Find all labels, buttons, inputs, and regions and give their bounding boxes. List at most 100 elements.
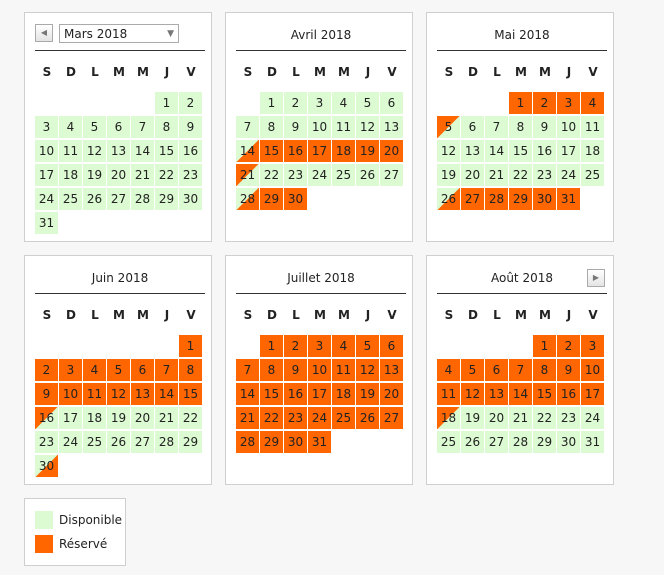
day-booked[interactable]: 13 bbox=[485, 383, 508, 405]
day-booked[interactable]: 4 bbox=[83, 359, 106, 381]
day-available[interactable]: 27 bbox=[380, 164, 403, 186]
day-available[interactable]: 12 bbox=[83, 140, 106, 162]
day-available[interactable]: 17 bbox=[59, 407, 82, 429]
day-available[interactable]: 2 bbox=[284, 92, 307, 114]
day-available[interactable]: 26 bbox=[83, 188, 106, 210]
day-booked[interactable]: 9 bbox=[557, 359, 580, 381]
day-changeover[interactable]: 16 bbox=[35, 407, 58, 429]
day-booked[interactable]: 11 bbox=[332, 359, 355, 381]
day-booked[interactable]: 16 bbox=[557, 383, 580, 405]
day-available[interactable]: 26 bbox=[461, 431, 484, 453]
day-booked[interactable]: 29 bbox=[260, 188, 283, 210]
day-available[interactable]: 16 bbox=[179, 140, 202, 162]
day-changeover[interactable]: 5 bbox=[437, 116, 460, 138]
day-available[interactable]: 28 bbox=[155, 431, 178, 453]
day-available[interactable]: 18 bbox=[83, 407, 106, 429]
day-available[interactable]: 5 bbox=[356, 92, 379, 114]
day-booked[interactable]: 24 bbox=[308, 407, 331, 429]
day-booked[interactable]: 19 bbox=[356, 383, 379, 405]
day-available[interactable]: 29 bbox=[533, 431, 556, 453]
day-booked[interactable]: 15 bbox=[260, 383, 283, 405]
day-booked[interactable]: 14 bbox=[155, 383, 178, 405]
day-booked[interactable]: 7 bbox=[509, 359, 532, 381]
day-booked[interactable]: 15 bbox=[533, 383, 556, 405]
day-booked[interactable]: 2 bbox=[284, 335, 307, 357]
day-booked[interactable]: 27 bbox=[461, 188, 484, 210]
day-booked[interactable]: 3 bbox=[581, 335, 604, 357]
day-available[interactable]: 8 bbox=[260, 116, 283, 138]
day-available[interactable]: 19 bbox=[83, 164, 106, 186]
day-available[interactable]: 19 bbox=[461, 407, 484, 429]
day-available[interactable]: 9 bbox=[179, 116, 202, 138]
day-booked[interactable]: 11 bbox=[437, 383, 460, 405]
day-booked[interactable]: 20 bbox=[380, 383, 403, 405]
day-booked[interactable]: 2 bbox=[35, 359, 58, 381]
day-available[interactable]: 29 bbox=[155, 188, 178, 210]
day-booked[interactable]: 3 bbox=[59, 359, 82, 381]
day-available[interactable]: 24 bbox=[581, 407, 604, 429]
day-available[interactable]: 19 bbox=[107, 407, 130, 429]
day-available[interactable]: 12 bbox=[356, 116, 379, 138]
day-booked[interactable]: 8 bbox=[260, 359, 283, 381]
day-available[interactable]: 4 bbox=[332, 92, 355, 114]
day-booked[interactable]: 18 bbox=[332, 383, 355, 405]
day-booked[interactable]: 28 bbox=[485, 188, 508, 210]
day-booked[interactable]: 23 bbox=[284, 407, 307, 429]
day-booked[interactable]: 9 bbox=[35, 383, 58, 405]
day-booked[interactable]: 8 bbox=[533, 359, 556, 381]
day-available[interactable]: 25 bbox=[332, 164, 355, 186]
day-available[interactable]: 11 bbox=[581, 116, 604, 138]
month-select[interactable]: Mars 2018 ▼ bbox=[59, 24, 179, 43]
day-available[interactable]: 25 bbox=[581, 164, 604, 186]
day-booked[interactable]: 17 bbox=[308, 140, 331, 162]
day-booked[interactable]: 5 bbox=[461, 359, 484, 381]
day-available[interactable]: 3 bbox=[35, 116, 58, 138]
day-available[interactable]: 31 bbox=[581, 431, 604, 453]
day-booked[interactable]: 15 bbox=[260, 140, 283, 162]
day-available[interactable]: 17 bbox=[35, 164, 58, 186]
day-available[interactable]: 18 bbox=[581, 140, 604, 162]
day-available[interactable]: 25 bbox=[59, 188, 82, 210]
day-changeover[interactable]: 14 bbox=[236, 140, 259, 162]
day-booked[interactable]: 15 bbox=[179, 383, 202, 405]
day-booked[interactable]: 1 bbox=[260, 335, 283, 357]
day-booked[interactable]: 5 bbox=[356, 335, 379, 357]
day-available[interactable]: 25 bbox=[437, 431, 460, 453]
day-available[interactable]: 22 bbox=[509, 164, 532, 186]
day-available[interactable]: 24 bbox=[308, 164, 331, 186]
day-booked[interactable]: 5 bbox=[107, 359, 130, 381]
day-available[interactable]: 6 bbox=[380, 92, 403, 114]
day-available[interactable]: 22 bbox=[260, 164, 283, 186]
day-booked[interactable]: 31 bbox=[557, 188, 580, 210]
day-changeover[interactable]: 28 bbox=[236, 188, 259, 210]
day-available[interactable]: 15 bbox=[155, 140, 178, 162]
day-booked[interactable]: 20 bbox=[380, 140, 403, 162]
day-available[interactable]: 5 bbox=[83, 116, 106, 138]
day-available[interactable]: 7 bbox=[485, 116, 508, 138]
day-booked[interactable]: 1 bbox=[179, 335, 202, 357]
day-available[interactable]: 24 bbox=[557, 164, 580, 186]
day-booked[interactable]: 29 bbox=[509, 188, 532, 210]
day-available[interactable]: 19 bbox=[437, 164, 460, 186]
day-available[interactable]: 27 bbox=[107, 188, 130, 210]
day-booked[interactable]: 28 bbox=[236, 431, 259, 453]
day-booked[interactable]: 3 bbox=[557, 92, 580, 114]
day-booked[interactable]: 30 bbox=[284, 431, 307, 453]
day-available[interactable]: 22 bbox=[179, 407, 202, 429]
day-available[interactable]: 30 bbox=[179, 188, 202, 210]
day-available[interactable]: 25 bbox=[83, 431, 106, 453]
day-booked[interactable]: 10 bbox=[308, 359, 331, 381]
day-available[interactable]: 15 bbox=[509, 140, 532, 162]
day-booked[interactable]: 29 bbox=[260, 431, 283, 453]
day-available[interactable]: 3 bbox=[308, 92, 331, 114]
day-changeover[interactable]: 30 bbox=[35, 455, 58, 477]
day-booked[interactable]: 10 bbox=[59, 383, 82, 405]
day-available[interactable]: 21 bbox=[131, 164, 154, 186]
day-booked[interactable]: 7 bbox=[236, 359, 259, 381]
day-booked[interactable]: 17 bbox=[581, 383, 604, 405]
day-booked[interactable]: 3 bbox=[308, 335, 331, 357]
day-available[interactable]: 29 bbox=[179, 431, 202, 453]
day-booked[interactable]: 1 bbox=[509, 92, 532, 114]
day-available[interactable]: 4 bbox=[59, 116, 82, 138]
day-available[interactable]: 28 bbox=[131, 188, 154, 210]
